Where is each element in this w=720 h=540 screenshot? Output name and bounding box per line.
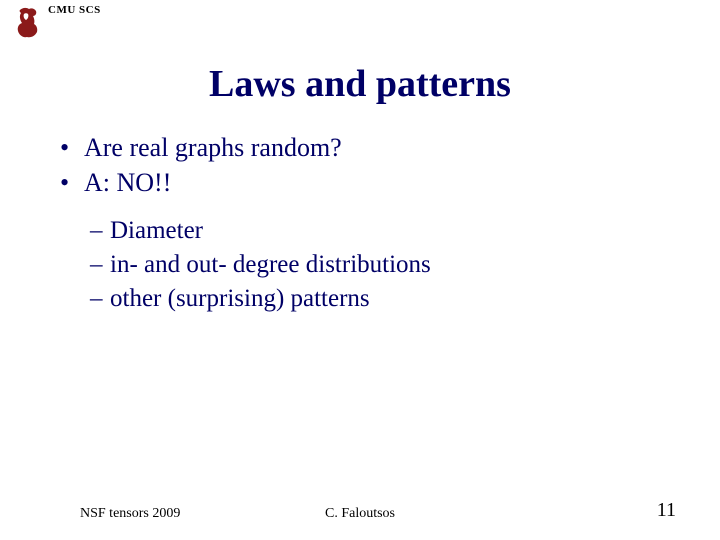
sub-bullet-text: Diameter — [110, 217, 203, 244]
slide-footer: NSF tensors 2009 C. Faloutsos 11 — [0, 499, 720, 522]
footer-center: C. Faloutsos — [325, 506, 395, 522]
header-label: CMU SCS — [48, 4, 101, 16]
sub-bullet-text: other (surprising) patterns — [110, 285, 370, 312]
sub-bullet-text: in- and out- degree distributions — [110, 251, 431, 278]
sub-bullet-item: in- and out- degree distributions — [90, 248, 680, 282]
cmu-griffin-icon — [14, 6, 42, 40]
bullet-text: Are real graphs random? — [84, 133, 342, 162]
bullet-list: Are real graphs random? A: NO!! — [60, 130, 680, 200]
slide-header: CMU SCS — [14, 6, 101, 40]
page-number: 11 — [657, 499, 676, 522]
footer-left: NSF tensors 2009 — [80, 506, 180, 522]
bullet-item: Are real graphs random? — [60, 130, 680, 165]
slide-title: Laws and patterns — [0, 62, 720, 106]
bullet-item: A: NO!! — [60, 165, 680, 200]
bullet-text: A: NO!! — [84, 168, 171, 197]
slide-content: Are real graphs random? A: NO!! Diameter… — [60, 130, 680, 315]
sub-bullet-item: Diameter — [90, 214, 680, 248]
sub-bullet-list: Diameter in- and out- degree distributio… — [90, 214, 680, 315]
sub-bullet-item: other (surprising) patterns — [90, 282, 680, 316]
